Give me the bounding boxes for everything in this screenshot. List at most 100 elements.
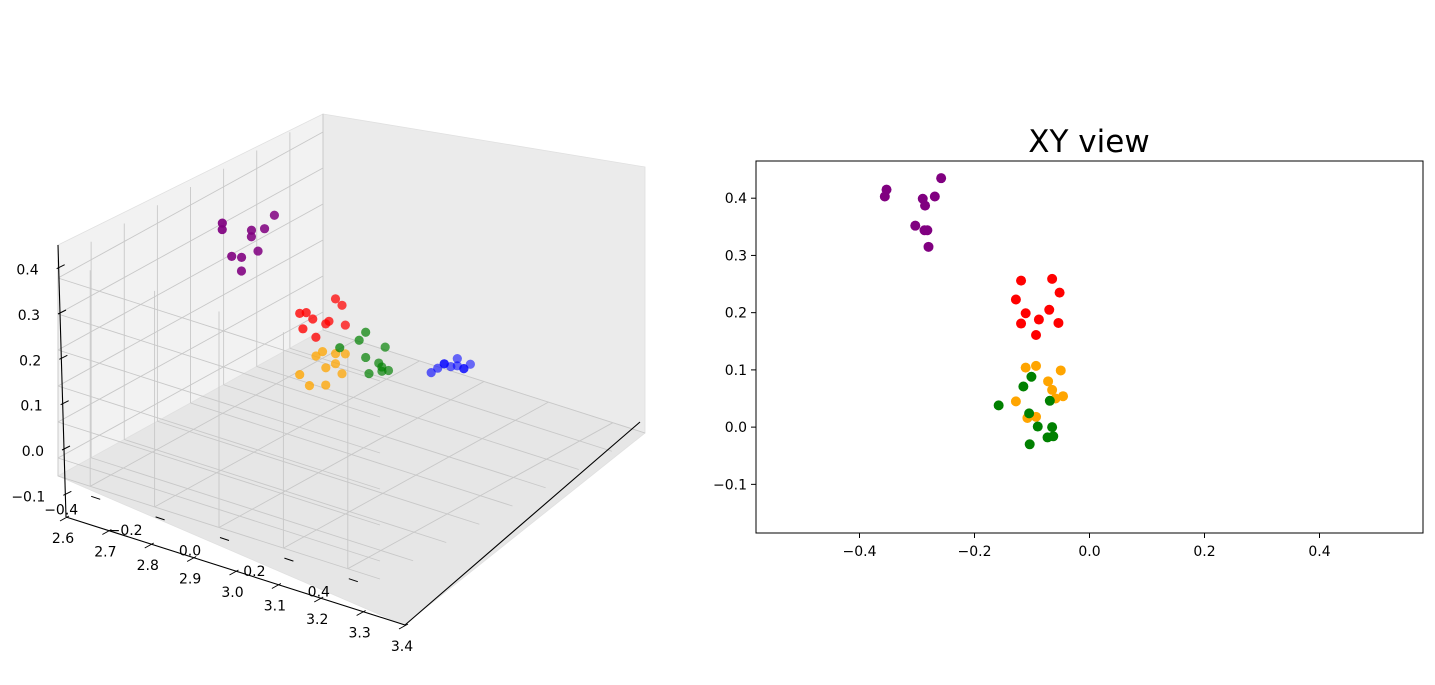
scatter-point-3d [317,347,328,357]
z-gridline-back [57,239,324,387]
y-gridline-floor [190,402,513,507]
z-tick-label: −0.1 [11,489,45,505]
xy-scatter-points [879,173,1069,450]
y-tick-label: 0.0 [725,420,747,436]
scatter-point-3d [295,308,305,318]
x-tick-label: 0.0 [179,544,201,560]
3d-scatter-panel: −0.1 0.0 0.1 0.2 0.3 0.4 2.6 2.7 2.8 2.9 3.0 3.1 3.2… [11,113,646,655]
y-tick-mark [229,569,239,576]
z-gridline-back [57,203,324,351]
x-tick-label: 0.0 [1078,544,1100,560]
scatter-point-3d [361,327,371,337]
scatter-point-3d [298,324,308,334]
z-tick-mark [61,445,71,451]
scatter-point [936,173,947,184]
z-gridline-side [57,421,381,526]
z-gridline-back [57,131,324,279]
scatter-point [1044,395,1055,406]
x-tick-label: −0.4 [44,502,78,518]
x-tick-mark [219,537,230,541]
x-tick-mark [348,578,358,583]
y-tick-label: 3.1 [264,599,286,615]
scatter-point [1024,408,1035,419]
scatter-point-3d [439,359,449,369]
z-tick-label: 0.4 [16,263,38,279]
plot-area-frame [755,160,1424,534]
scatter-point-3d [246,225,257,235]
scatter-point-3d [465,359,475,369]
scatter-point [1016,275,1027,286]
scatter-point-3d [259,224,270,234]
3d-z-axis-line [57,244,67,518]
y-tick-label: 0.2 [725,306,747,322]
y-tick-mark [59,515,70,522]
scatter-point [1016,318,1027,329]
scatter-point-3d [304,381,315,391]
scatter-point-3d [330,294,341,304]
z-gridline-back [57,311,324,459]
z-tick-mark [59,354,68,360]
y-tick-label: 0.4 [725,191,747,207]
scatter-point-3d [426,367,436,378]
scatter-point [1031,329,1042,340]
x-tick-label: −0.2 [109,523,143,539]
scatter-point-3d [337,300,347,310]
scatter-point [1047,422,1058,433]
scatter-point-3d [452,354,462,364]
scatter-point [1047,384,1058,395]
scatter-point [1026,371,1037,382]
scatter-point-3d [330,359,341,369]
scatter-point [1032,421,1043,432]
x-tick-label: −0.2 [958,544,992,560]
3d-scatter-points [217,210,475,391]
y-gridline-floor [289,347,613,452]
scatter-point-3d [321,380,331,390]
scatter-point [879,191,890,202]
scatter-point-3d [340,349,350,359]
x-tick-mark [155,516,165,521]
scatter-point-3d [377,366,387,376]
y-gridline-floor [90,457,414,562]
x-tick-label: −0.4 [843,544,877,560]
y-tick-label: 0.1 [725,363,747,379]
xy-axis-ticks: −0.4 −0.2 0.0 0.2 0.4 −0.1 0.0 0.1 0.2 0.3 0.4 [713,191,1331,560]
scatter-point [993,400,1004,411]
y-gridline-floor [322,329,646,434]
3d-gridlines [57,114,646,580]
3d-y-axis-line [65,516,406,626]
scatter-point [1054,287,1065,298]
scatter-point [1031,360,1042,371]
y-tick-label: 3.3 [348,626,370,642]
scatter-point [1053,317,1064,328]
z-gridline-side [57,385,381,490]
z-tick-mark [57,309,67,315]
z-tick-label: 0.0 [22,444,44,460]
x-tick-label: 0.2 [1193,544,1215,560]
3d-x-axis-line [404,421,641,626]
z-tick-label: 0.3 [18,308,40,324]
y-tick-label: 0.3 [725,248,747,264]
y-tick-label: 2.7 [94,545,116,561]
scatter-point [1043,376,1054,387]
scatter-point [1055,365,1066,376]
scatter-point-3d [236,252,247,262]
z-tick-mark [56,264,65,270]
scatter-point-3d [236,266,247,276]
scatter-point-3d [361,352,371,363]
scatter-point-3d [311,332,321,342]
scatter-point-3d [269,210,280,220]
scatter-point [1010,396,1021,407]
z-gridline-side [57,313,381,418]
3d-axis-ticks: −0.1 0.0 0.1 0.2 0.3 0.4 2.6 2.7 2.8 2.9 3.0 3.1 3.2… [11,263,413,655]
z-tick-mark [60,400,69,406]
scatter-point-3d [433,363,443,373]
y-tick-mark [314,596,324,603]
scatter-point [1048,431,1059,442]
y-tick-label: 2.9 [179,572,201,588]
z-tick-label: 0.2 [19,353,41,369]
scatter-point-3d [354,335,364,345]
xy-view-panel: XY view −0.4 −0.2 0.0 0.2 0.4 −0.1 0.0 0.1 0.2 0.… [713,124,1424,560]
scatter-point [1010,294,1021,305]
scatter-point-3d [227,251,237,261]
scatter-point [920,200,931,211]
